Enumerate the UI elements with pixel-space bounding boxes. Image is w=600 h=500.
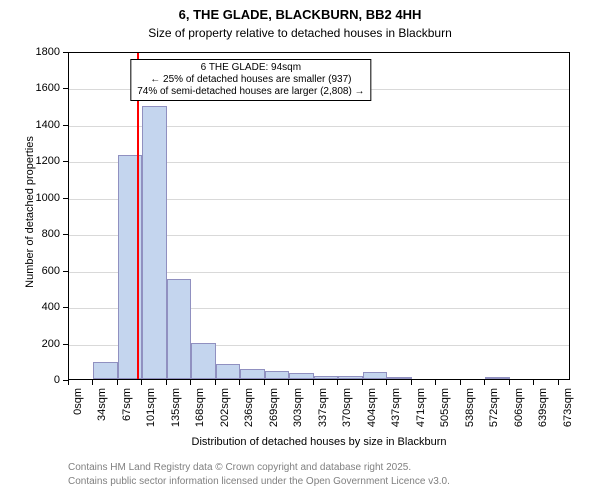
histogram-bar [240, 369, 264, 379]
ytick-label: 1200 [0, 155, 60, 167]
xtick-label: 67sqm [121, 388, 133, 421]
xtick-label: 437sqm [390, 388, 402, 427]
ytick-label: 1800 [0, 46, 60, 58]
ytick-label: 0 [0, 374, 60, 386]
ytick-mark [63, 88, 68, 89]
footer-line-2: Contains public sector information licen… [68, 476, 450, 487]
histogram-bar [314, 376, 338, 379]
xtick-mark [68, 380, 69, 385]
ytick-label: 200 [0, 338, 60, 350]
xtick-mark [484, 380, 485, 385]
histogram-bar [191, 343, 215, 379]
ytick-label: 1000 [0, 192, 60, 204]
histogram-bar [289, 373, 313, 379]
histogram-bar [338, 376, 362, 379]
footer-line-1: Contains HM Land Registry data © Crown c… [68, 462, 411, 473]
xtick-mark [337, 380, 338, 385]
xtick-label: 168sqm [194, 388, 206, 427]
histogram-bar [142, 106, 166, 379]
xtick-mark [215, 380, 216, 385]
ytick-label: 600 [0, 265, 60, 277]
ytick-label: 400 [0, 301, 60, 313]
ytick-label: 1600 [0, 82, 60, 94]
xtick-label: 34sqm [96, 388, 108, 421]
xtick-mark [435, 380, 436, 385]
ytick-mark [63, 52, 68, 53]
xtick-label: 337sqm [317, 388, 329, 427]
chart-subtitle: Size of property relative to detached ho… [0, 24, 600, 42]
xtick-label: 135sqm [170, 388, 182, 427]
xtick-mark [117, 380, 118, 385]
xtick-mark [313, 380, 314, 385]
xtick-mark [558, 380, 559, 385]
xtick-mark [190, 380, 191, 385]
xtick-label: 370sqm [341, 388, 353, 427]
ytick-mark [63, 271, 68, 272]
ytick-mark [63, 234, 68, 235]
histogram-bar [93, 362, 117, 379]
annotation-line2: ← 25% of detached houses are smaller (93… [137, 74, 364, 86]
xtick-label: 0sqm [72, 388, 84, 415]
y-axis-label: Number of detached properties [24, 112, 36, 312]
xtick-label: 471sqm [415, 388, 427, 427]
xtick-mark [288, 380, 289, 385]
xtick-mark [166, 380, 167, 385]
xtick-label: 538sqm [464, 388, 476, 427]
histogram-bar [485, 377, 509, 379]
xtick-mark [509, 380, 510, 385]
xtick-label: 202sqm [219, 388, 231, 427]
histogram-bar [167, 279, 191, 379]
annotation-box: 6 THE GLADE: 94sqm← 25% of detached hous… [130, 59, 371, 101]
xtick-label: 673sqm [562, 388, 574, 427]
ytick-label: 1400 [0, 119, 60, 131]
xtick-mark [411, 380, 412, 385]
ytick-mark [63, 198, 68, 199]
xtick-label: 404sqm [366, 388, 378, 427]
xtick-label: 572sqm [488, 388, 500, 427]
chart-container: 6, THE GLADE, BLACKBURN, BB2 4HH Size of… [0, 0, 600, 500]
xtick-mark [460, 380, 461, 385]
ytick-mark [63, 125, 68, 126]
histogram-bar [265, 371, 289, 379]
plot-area: 6 THE GLADE: 94sqm← 25% of detached hous… [68, 52, 570, 380]
xtick-label: 236sqm [243, 388, 255, 427]
annotation-line3: 74% of semi-detached houses are larger (… [137, 86, 364, 98]
ytick-mark [63, 307, 68, 308]
xtick-mark [533, 380, 534, 385]
xtick-label: 101sqm [145, 388, 157, 427]
property-marker-line [137, 53, 139, 379]
ytick-mark [63, 344, 68, 345]
xtick-mark [386, 380, 387, 385]
x-axis-label: Distribution of detached houses by size … [68, 436, 570, 448]
xtick-label: 505sqm [439, 388, 451, 427]
histogram-bar [216, 364, 240, 379]
xtick-mark [239, 380, 240, 385]
ytick-label: 800 [0, 228, 60, 240]
xtick-mark [92, 380, 93, 385]
title-line2: Size of property relative to detached ho… [148, 26, 452, 40]
ytick-mark [63, 161, 68, 162]
xtick-label: 639sqm [537, 388, 549, 427]
chart-title: 6, THE GLADE, BLACKBURN, BB2 4HH [0, 6, 600, 24]
annotation-line1: 6 THE GLADE: 94sqm [137, 62, 364, 74]
xtick-mark [264, 380, 265, 385]
histogram-bar [363, 372, 387, 379]
xtick-mark [141, 380, 142, 385]
xtick-label: 606sqm [513, 388, 525, 427]
xtick-label: 303sqm [292, 388, 304, 427]
histogram-bar [387, 377, 411, 379]
xtick-mark [362, 380, 363, 385]
xtick-label: 269sqm [268, 388, 280, 427]
title-line1: 6, THE GLADE, BLACKBURN, BB2 4HH [179, 7, 422, 22]
